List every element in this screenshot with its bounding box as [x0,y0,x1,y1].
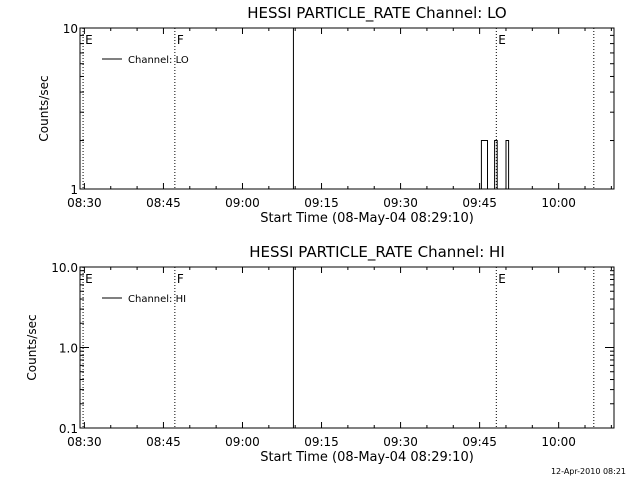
x-tick-label: 09:30 [383,435,418,449]
x-axis-label: Start Time (08-May-04 08:29:10) [260,211,474,226]
x-tick-label: 09:00 [225,435,260,449]
plot-frame [79,27,615,190]
y-tick-label: 10 [63,22,78,36]
event-label: E [85,272,93,286]
x-tick-label: 09:45 [462,196,497,210]
y-axis-label: Counts/sec [37,75,51,141]
event-label: E [498,272,506,286]
chart-title: HESSI PARTICLE_RATE Channel: HI [249,243,505,262]
event-label: E [498,33,506,47]
x-tick-label: 09:45 [462,435,497,449]
x-tick-label: 08:30 [67,196,102,210]
legend-label: Channel: HI [128,294,186,305]
x-tick-label: 09:15 [304,196,339,210]
x-tick-label: 10:00 [541,435,576,449]
x-tick-label: 08:45 [146,435,181,449]
x-tick-label: 09:15 [304,435,339,449]
x-axis-label: Start Time (08-May-04 08:29:10) [260,450,474,465]
x-tick-label: 09:00 [225,196,260,210]
x-tick-label: 10:00 [541,196,576,210]
plot-frame [79,266,615,429]
x-tick-label: 09:30 [383,196,418,210]
x-tick-label: 08:45 [146,196,181,210]
y-tick-label: 10.0 [51,261,78,275]
x-tick-label: 08:30 [67,435,102,449]
y-axis-label: Counts/sec [25,314,39,380]
y-tick-label: 0.1 [59,422,78,436]
footer-timestamp: 12-Apr-2010 08:21 [551,467,626,476]
series-line [480,140,510,190]
y-tick-label: 1 [70,183,78,197]
chart-title: HESSI PARTICLE_RATE Channel: LO [247,4,506,23]
y-tick-label: 1.0 [59,342,78,356]
event-label: F [177,33,184,47]
legend-label: Channel: LO [128,55,189,66]
event-label: E [85,33,93,47]
event-label: F [177,272,184,286]
